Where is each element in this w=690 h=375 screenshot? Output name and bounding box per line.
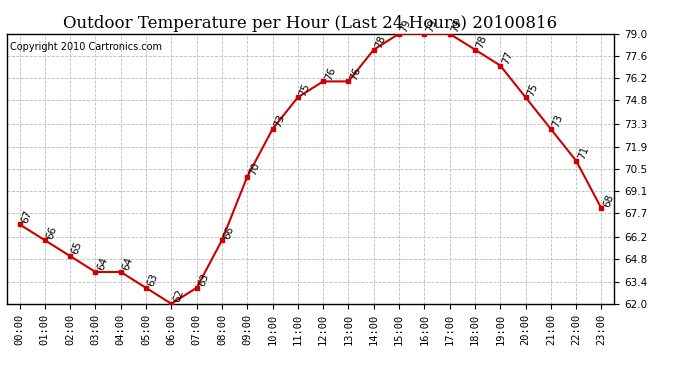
Text: 79: 79 bbox=[399, 18, 413, 34]
Text: 73: 73 bbox=[273, 113, 286, 129]
Text: 76: 76 bbox=[348, 66, 362, 81]
Text: 77: 77 bbox=[500, 50, 514, 66]
Text: 75: 75 bbox=[526, 81, 540, 97]
Text: 63: 63 bbox=[146, 272, 160, 288]
Text: 67: 67 bbox=[19, 209, 34, 224]
Text: 66: 66 bbox=[45, 224, 59, 240]
Text: 73: 73 bbox=[551, 113, 565, 129]
Text: 65: 65 bbox=[70, 240, 84, 256]
Text: 64: 64 bbox=[121, 256, 135, 272]
Text: 78: 78 bbox=[374, 34, 388, 50]
Text: 71: 71 bbox=[576, 145, 590, 161]
Title: Outdoor Temperature per Hour (Last 24 Hours) 20100816: Outdoor Temperature per Hour (Last 24 Ho… bbox=[63, 15, 558, 32]
Text: 63: 63 bbox=[197, 272, 210, 288]
Text: 76: 76 bbox=[323, 66, 337, 81]
Text: 70: 70 bbox=[247, 161, 261, 177]
Text: 64: 64 bbox=[95, 256, 110, 272]
Text: 62: 62 bbox=[171, 288, 186, 304]
Text: 79: 79 bbox=[424, 18, 438, 34]
Text: 66: 66 bbox=[222, 224, 236, 240]
Text: Copyright 2010 Cartronics.com: Copyright 2010 Cartronics.com bbox=[10, 42, 162, 52]
Text: 68: 68 bbox=[602, 193, 615, 208]
Text: 75: 75 bbox=[298, 81, 312, 97]
Text: 79: 79 bbox=[450, 18, 464, 34]
Text: 78: 78 bbox=[475, 34, 489, 50]
